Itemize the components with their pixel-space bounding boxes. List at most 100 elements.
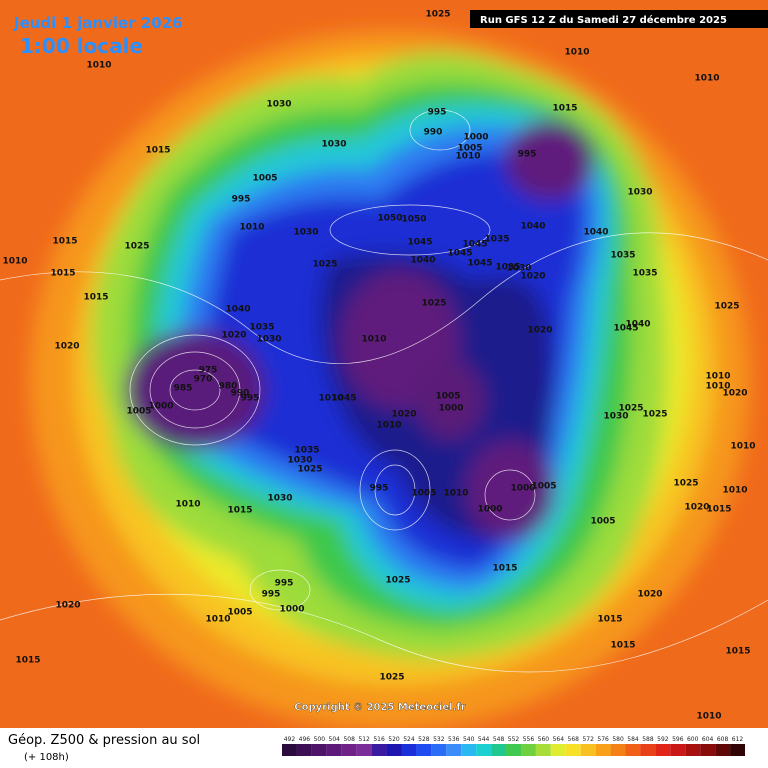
isobar-label: 1025 — [642, 410, 667, 420]
scale-label: 540 — [463, 736, 475, 743]
isobar-label: 1010 — [705, 382, 730, 392]
isobar-label: 1045 — [447, 249, 472, 259]
isobar-label: 995 — [232, 195, 251, 205]
scale-swatch — [341, 744, 357, 756]
isobar-label: 1015 — [145, 146, 170, 156]
isobar-label: 1015 — [725, 647, 750, 657]
scale-label: 600 — [687, 736, 699, 743]
isobar-label: 1010 — [730, 442, 755, 452]
isobar-label: 990 — [424, 128, 443, 138]
scale-label: 584 — [627, 736, 639, 743]
isobar-label: 1030 — [603, 412, 628, 422]
isobar-label: 1035 — [249, 323, 274, 333]
isobar-label: 1000 — [279, 605, 304, 615]
scale-label: 552 — [508, 736, 520, 743]
isobar-label: 1030 — [266, 100, 291, 110]
isobar-label: 1010 — [361, 335, 386, 345]
scale-swatch — [685, 744, 701, 756]
isobar-label: 1045 — [462, 240, 487, 250]
isobar-label: 1045 — [331, 394, 356, 404]
isobar-label: 1020 — [722, 389, 747, 399]
isobar-label: 1020 — [391, 410, 416, 420]
scale-swatch — [730, 744, 745, 756]
isobar-label: 1015 — [227, 506, 252, 516]
isobar-label: 1010 — [564, 48, 589, 58]
scale-label: 560 — [538, 736, 550, 743]
isobar-label: 1005 — [457, 144, 482, 154]
scale-swatch — [550, 744, 566, 756]
color-scale: 492 496 500 504 508 512 516 520 524 528 532 536 540 5… — [282, 736, 745, 756]
copyright: Copyright © 2025 Meteociel.fr — [294, 702, 465, 713]
isobar-label: 1000 — [438, 404, 463, 414]
isobar-label: 1040 — [225, 305, 250, 315]
isobar-label: 1005 — [252, 174, 277, 184]
isobar-label: 1005 — [590, 517, 615, 527]
legend-lead: (+ 108h) — [24, 752, 69, 763]
scale-swatch — [610, 744, 626, 756]
forecast-time: 1:00 locale — [20, 34, 143, 58]
scale-swatch — [446, 744, 462, 756]
isobar-label: 1030 — [627, 188, 652, 198]
isobar-label: 1010 — [2, 257, 27, 267]
isobar-label: 1015 — [706, 505, 731, 515]
isobar-label: 1040 — [583, 228, 608, 238]
isobar-label: 1025 — [618, 404, 643, 414]
isobar-label: 1010 — [318, 394, 343, 404]
scale-label: 568 — [568, 736, 580, 743]
scale-swatch — [491, 744, 507, 756]
scale-label: 516 — [373, 736, 385, 743]
isobar-label: 1045 — [467, 259, 492, 269]
z500-field — [0, 0, 768, 728]
scale-label: 596 — [672, 736, 684, 743]
scale-swatch — [371, 744, 387, 756]
scale-label: 556 — [523, 736, 535, 743]
scale-swatch — [520, 744, 536, 756]
scale-label: 572 — [582, 736, 594, 743]
isobars — [0, 109, 768, 673]
scale-swatch — [506, 744, 521, 756]
isobar-label: 1035 — [294, 446, 319, 456]
isobar-label: 1005 — [411, 489, 436, 499]
isobar-label: 1045 — [613, 324, 638, 334]
isobar-label: 1030 — [321, 140, 346, 150]
scale-swatch — [326, 744, 342, 756]
isobar-label: 995 — [275, 579, 294, 589]
scale-label: 608 — [717, 736, 729, 743]
isobar-label: 1010 — [175, 500, 200, 510]
scale-swatch — [715, 744, 731, 756]
scale-label: 588 — [642, 736, 654, 743]
isobar-label: 1010 — [705, 372, 730, 382]
isobar-label: 1040 — [520, 222, 545, 232]
isobar-label: 1035 — [610, 251, 635, 261]
scale-swatch — [640, 744, 656, 756]
isobar-label: 1030 — [506, 264, 531, 274]
scale-swatch — [401, 744, 417, 756]
scale-swatch — [625, 744, 641, 756]
scale-label: 612 — [732, 736, 744, 743]
isobar-label: 1010 — [205, 615, 230, 625]
isobar-label: 1025 — [379, 673, 404, 683]
isobar-label: 1020 — [527, 326, 552, 336]
isobar-label: 995 — [370, 484, 389, 494]
isobar-label: 1020 — [54, 342, 79, 352]
isobar-label: 1020 — [684, 503, 709, 513]
scale-label: 520 — [388, 736, 400, 743]
isobar-label: 1025 — [385, 576, 410, 586]
isobar-label: 1015 — [15, 656, 40, 666]
isobar-label: 980 — [219, 382, 238, 392]
scale-label: 576 — [597, 736, 609, 743]
scale-swatch — [580, 744, 596, 756]
isobar-label: 1025 — [673, 479, 698, 489]
isobar-label: 1015 — [610, 641, 635, 651]
scale-label: 548 — [493, 736, 505, 743]
isobar-label: 1025 — [714, 302, 739, 312]
isobar-label: 1025 — [421, 299, 446, 309]
legend-title: Géop. Z500 & pression au sol — [8, 733, 200, 748]
forecast-date: Jeudi 1 janvier 2026 — [13, 14, 183, 32]
isobar-label: 1010 — [722, 486, 747, 496]
isobar-label: 1005 — [531, 482, 556, 492]
isobar-label: 995 — [428, 108, 447, 118]
scale-label: 604 — [702, 736, 714, 743]
scale-label: 524 — [403, 736, 415, 743]
